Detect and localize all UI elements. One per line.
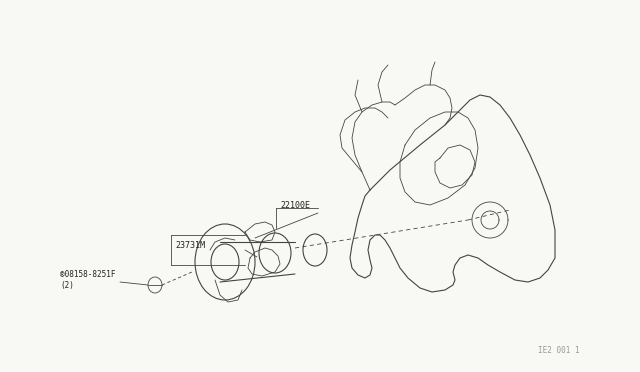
- Text: 23731M: 23731M: [175, 241, 205, 250]
- Text: 22100E: 22100E: [280, 201, 310, 210]
- Text: ®08158-8251F
(2): ®08158-8251F (2): [60, 270, 115, 290]
- Text: IE2 001 1: IE2 001 1: [538, 346, 580, 355]
